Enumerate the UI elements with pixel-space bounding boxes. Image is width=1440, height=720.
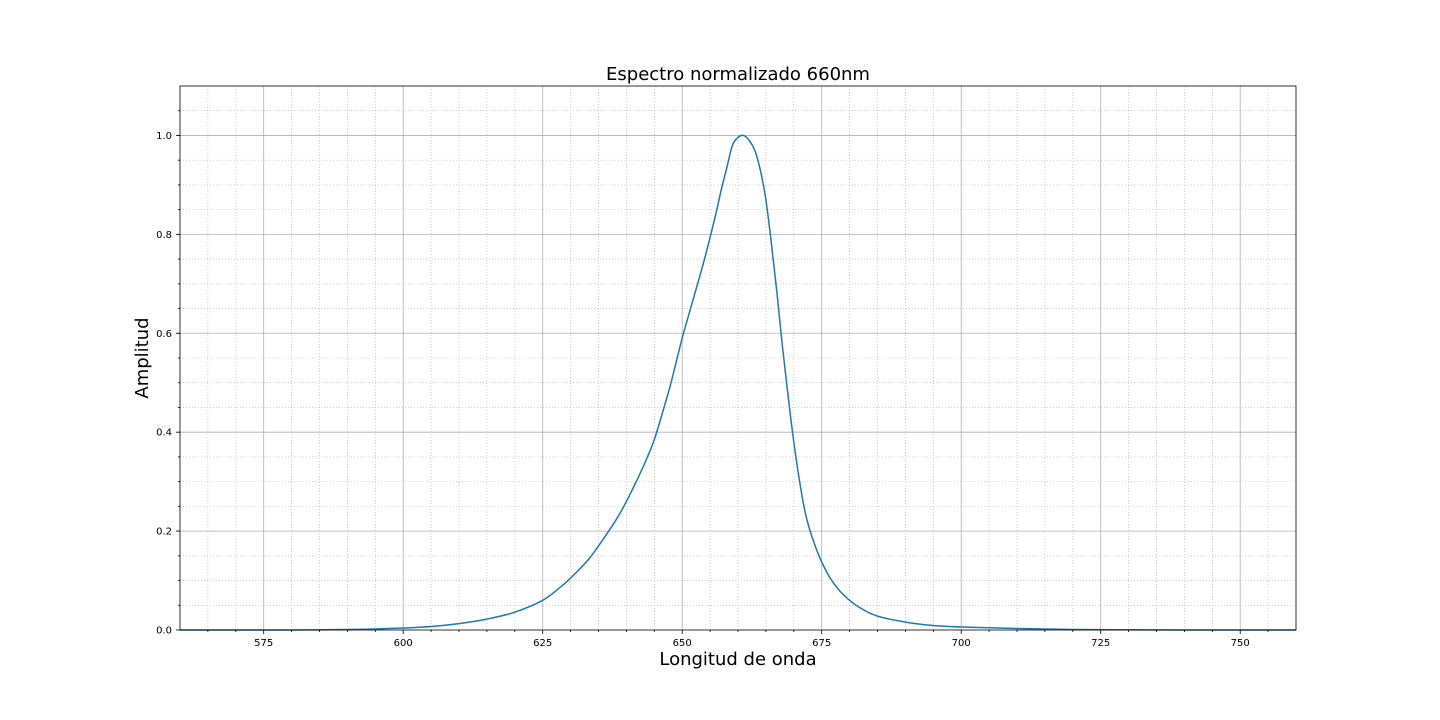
x-tick-label: 625 <box>533 638 552 649</box>
major-grid <box>180 86 1296 630</box>
y-tick-label: 0.2 <box>156 527 172 538</box>
axis-ticks <box>176 110 1269 634</box>
minor-grid <box>180 86 1296 630</box>
y-tick-label: 0.6 <box>156 329 172 340</box>
chart-title: Espectro normalizado 660nm <box>606 64 870 85</box>
x-tick-label: 750 <box>1231 638 1250 649</box>
x-axis-label: Longitud de onda <box>659 649 816 670</box>
x-tick-label: 675 <box>812 638 831 649</box>
x-tick-label: 700 <box>952 638 971 649</box>
x-tick-label: 575 <box>254 638 273 649</box>
x-tick-label: 600 <box>394 638 413 649</box>
x-tick-label: 650 <box>673 638 692 649</box>
y-axis-label: Amplitud <box>132 317 153 398</box>
x-tick-labels: 575 600 625 650 675 700 725 750 <box>254 638 1250 649</box>
y-tick-label: 0.0 <box>156 626 172 637</box>
series-line <box>180 134 1297 631</box>
y-tick-label: 0.4 <box>156 428 172 439</box>
y-tick-label: 0.8 <box>156 230 172 241</box>
y-tick-label: 1.0 <box>156 131 172 142</box>
y-tick-labels: 0.0 0.2 0.4 0.6 0.8 1.0 <box>156 131 172 637</box>
x-tick-label: 725 <box>1091 638 1110 649</box>
